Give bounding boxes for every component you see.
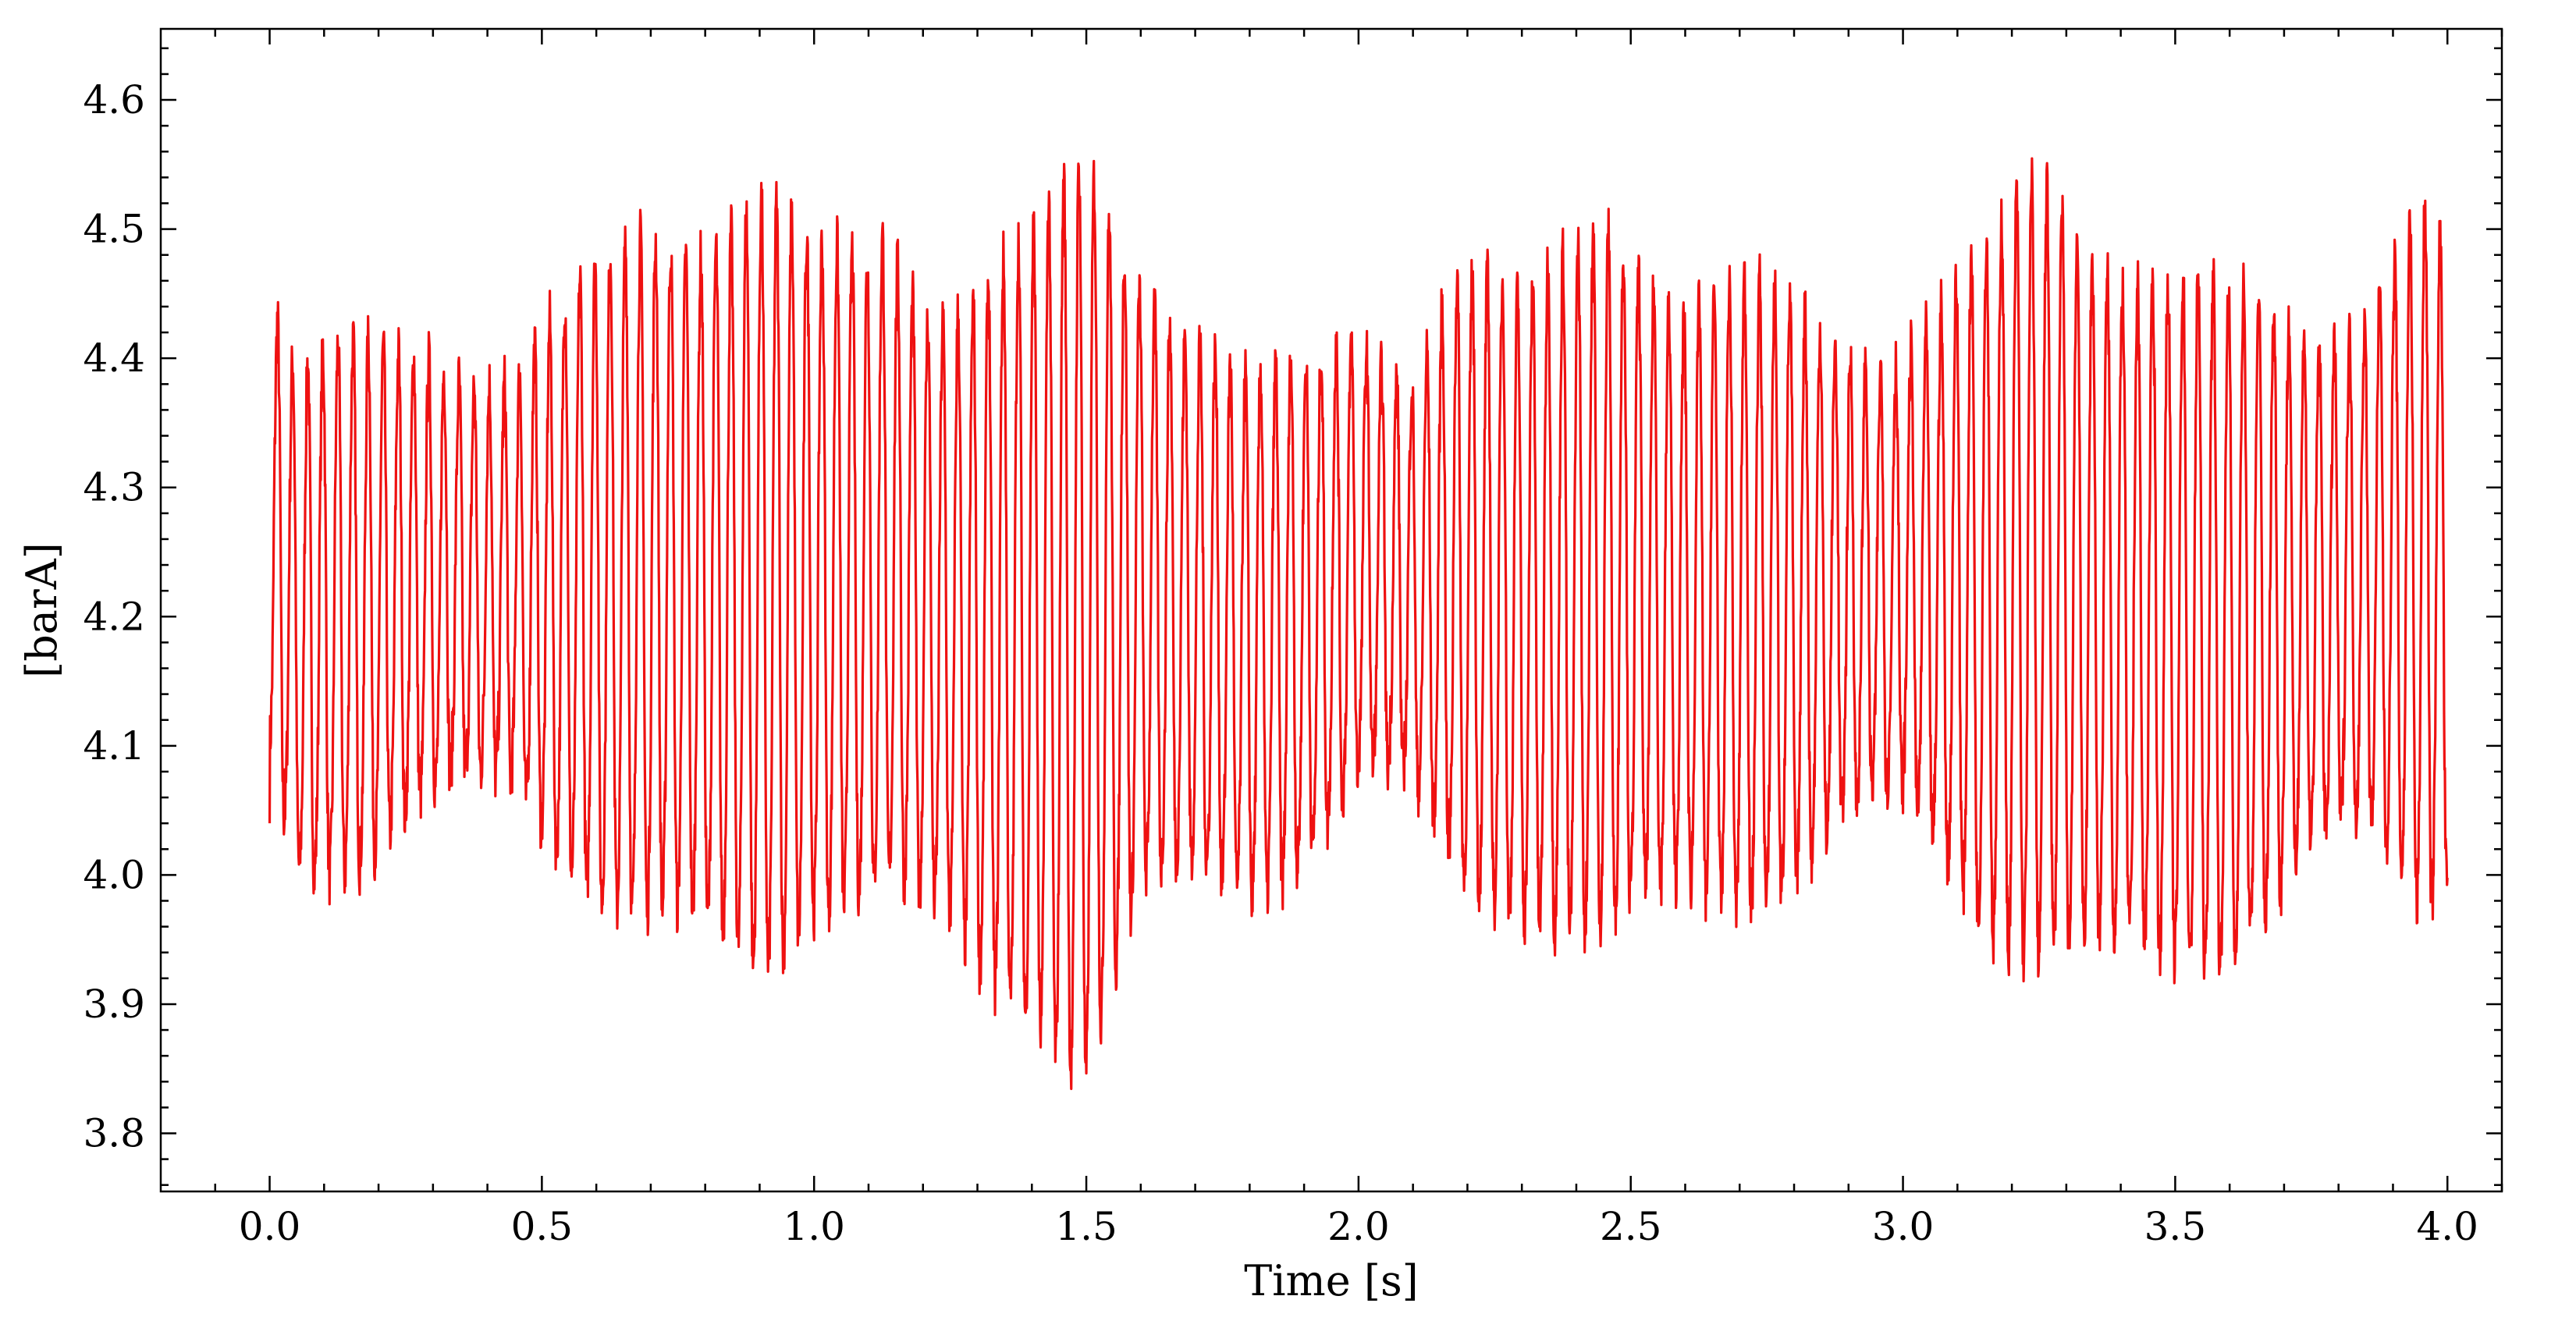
- series-layer: [268, 157, 2449, 1091]
- x-axis-label: Time [s]: [1244, 1256, 1418, 1305]
- x-tick-labels: 0.0 0.5 1.0 1.5 2.0 2.5 3.0 3.5 4.0: [239, 1204, 2478, 1249]
- y-tick-label: 4.2: [83, 594, 145, 639]
- x-tick-label: 4.0: [2416, 1204, 2478, 1249]
- y-tick-labels: 3.8 3.9 4.0 4.1 4.2 4.3 4.4 4.5 4.6: [83, 77, 145, 1156]
- plot-frame: [159, 27, 2503, 1193]
- x-tick-label: 2.5: [1600, 1204, 1662, 1249]
- y-tick-label: 4.5: [83, 207, 145, 252]
- y-tick-label: 4.6: [83, 77, 145, 123]
- y-tick-label: 4.3: [83, 465, 145, 510]
- y-tick-label: 3.9: [83, 982, 145, 1027]
- x-tick-label: 0.0: [239, 1204, 301, 1249]
- y-tick-label: 3.8: [83, 1111, 145, 1156]
- pressure-series-line: [268, 157, 2449, 1091]
- ticks-layer: [161, 29, 2503, 1191]
- y-tick-label: 4.0: [83, 852, 145, 897]
- y-tick-label: 4.1: [83, 723, 145, 769]
- x-tick-label: 2.0: [1327, 1204, 1390, 1249]
- x-tick-label: 3.0: [1872, 1204, 1935, 1249]
- x-tick-label: 3.5: [2144, 1204, 2207, 1249]
- x-tick-label: 1.5: [1055, 1204, 1117, 1249]
- x-tick-label: 1.0: [783, 1204, 845, 1249]
- x-tick-label: 0.5: [511, 1204, 574, 1249]
- y-axis-label: [barA]: [17, 542, 66, 678]
- y-tick-label: 4.4: [83, 336, 145, 381]
